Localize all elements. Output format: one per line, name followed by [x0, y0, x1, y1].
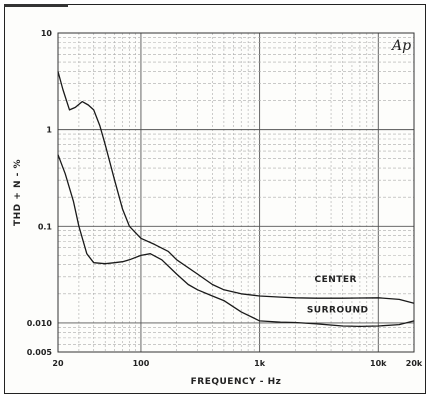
y-axis-title: THD + N - %	[13, 159, 23, 226]
y-tick-label: 0.010	[27, 319, 53, 328]
y-tick-label: 1	[46, 126, 52, 135]
y-tick-label: 10	[41, 29, 53, 38]
series-line-surround	[57, 154, 415, 328]
y-tick-label: 0.1	[38, 222, 53, 231]
y-tick-label: 0.005	[27, 348, 53, 357]
x-tick-label: 1k	[254, 359, 266, 368]
x-tick-label: 10k	[370, 359, 387, 368]
chart-frame	[4, 4, 426, 394]
x-tick-label: 20	[52, 359, 64, 368]
x-axis-title: FREQUENCY - Hz	[191, 377, 282, 387]
frame-top-rule	[4, 4, 68, 7]
plot-border	[57, 32, 415, 353]
ap-logo: Ap	[390, 38, 411, 54]
x-tick-label: 20k	[406, 359, 423, 368]
series-label-center: CENTER	[314, 275, 357, 285]
tick-labels: 20 100 1k 10k 20k 10 1 0.1 0.010 0.005	[27, 29, 423, 368]
grid	[58, 33, 414, 352]
x-tick-label: 100	[133, 359, 150, 368]
curves: CENTER SURROUND	[57, 71, 415, 328]
series-label-surround: SURROUND	[307, 306, 369, 316]
series-line-center	[57, 71, 415, 304]
